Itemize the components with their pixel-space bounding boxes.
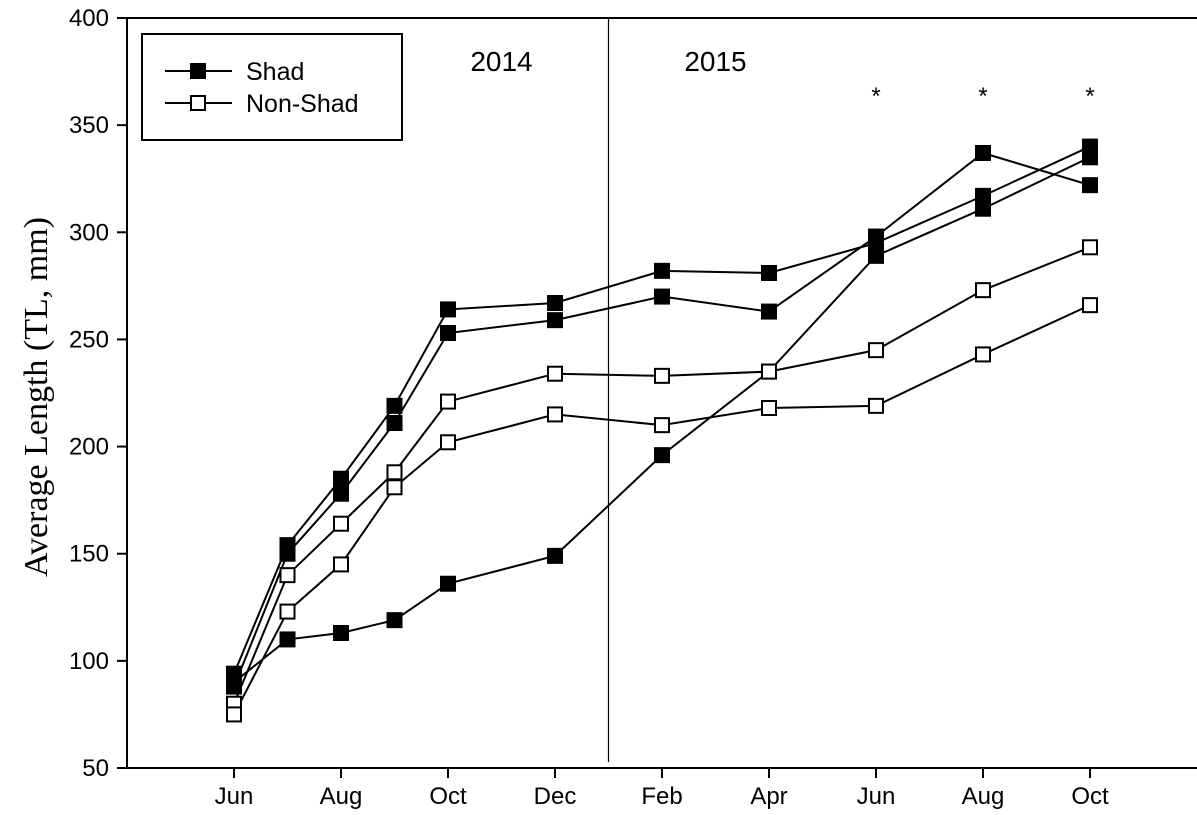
data-point [279,603,296,620]
data-point [654,447,670,464]
data-point [547,312,563,329]
data-point [868,397,884,414]
data-point [547,365,563,382]
data-point [333,485,349,502]
data-point [333,515,349,532]
series-markers [226,239,1098,712]
data-point [279,567,296,584]
y-tick-label: 300 [69,219,109,246]
data-point [440,434,456,451]
significance-star: * [1085,83,1094,110]
x-tick-label: Oct [1071,783,1109,810]
annotations: 2014 2015 * * * [470,18,1095,762]
data-point [868,342,884,359]
data-point [440,301,456,318]
y-tick-label: 150 [69,541,109,568]
series-line [233,304,1091,715]
data-point [440,575,456,592]
data-point [868,228,884,245]
x-tick-label: Dec [534,783,577,810]
data-point [547,547,563,564]
data-point [868,247,884,264]
legend-label: Shad [246,58,304,86]
x-axis: Jun Aug Oct Dec Feb Apr Jun Aug Oct [127,767,1197,810]
series-layer [226,138,1098,723]
data-point [654,417,670,434]
series-non-shad [233,246,1091,705]
data-point [386,397,403,414]
data-point [1082,149,1098,166]
y-tick-label: 50 [82,755,109,782]
data-point [975,145,991,161]
data-point [440,325,456,341]
data-point [975,200,991,217]
series-line [233,145,1091,675]
data-point [386,415,403,431]
series-shad [233,145,1091,675]
data-point [1082,297,1098,314]
data-point [226,706,242,723]
data-point [975,346,991,363]
data-point [279,631,296,648]
data-point [761,303,777,320]
y-tick-label: 200 [69,434,109,461]
x-tick-label: Oct [429,783,467,810]
legend-marker [190,63,206,79]
x-tick-label: Feb [641,783,682,810]
data-point [547,295,563,311]
data-point [547,406,563,423]
data-point [654,288,670,305]
year-label: 2015 [684,46,746,77]
data-point [333,625,349,641]
y-tick-label: 250 [69,326,109,353]
data-point [761,265,777,281]
year-label: 2014 [470,46,532,77]
significance-star: * [978,83,987,110]
y-axis-label: Average Length (TL, mm) [18,217,55,577]
data-point [1082,177,1098,194]
data-point [386,479,403,496]
data-point [761,363,777,380]
data-point [333,556,349,573]
data-point [975,282,991,299]
data-point [386,612,403,629]
data-point [654,262,670,279]
x-tick-label: Jun [215,783,254,810]
series-markers [226,138,1098,682]
y-tick-label: 400 [69,5,109,32]
series-line [233,246,1091,705]
y-axis: 50 100 150 200 250 300 350 400 [69,5,127,782]
data-point [654,367,670,384]
series-markers [226,297,1098,723]
legend-label: Non-Shad [246,90,359,118]
data-point [761,400,777,416]
data-point [333,470,349,487]
data-point [226,674,242,691]
data-point [279,545,296,562]
y-tick-label: 100 [69,648,109,675]
x-tick-label: Jun [857,783,896,810]
legend: Shad Non-Shad [141,33,403,141]
data-point [1082,239,1098,256]
x-tick-label: Aug [962,783,1005,810]
x-tick-label: Aug [320,783,363,810]
data-point [386,464,403,481]
legend-box [141,33,403,141]
legend-marker [190,95,206,111]
x-tick-label: Apr [750,783,787,810]
series-non-shad [233,304,1091,715]
significance-star: * [871,83,880,110]
y-tick-label: 350 [69,112,109,139]
data-point [440,393,456,410]
